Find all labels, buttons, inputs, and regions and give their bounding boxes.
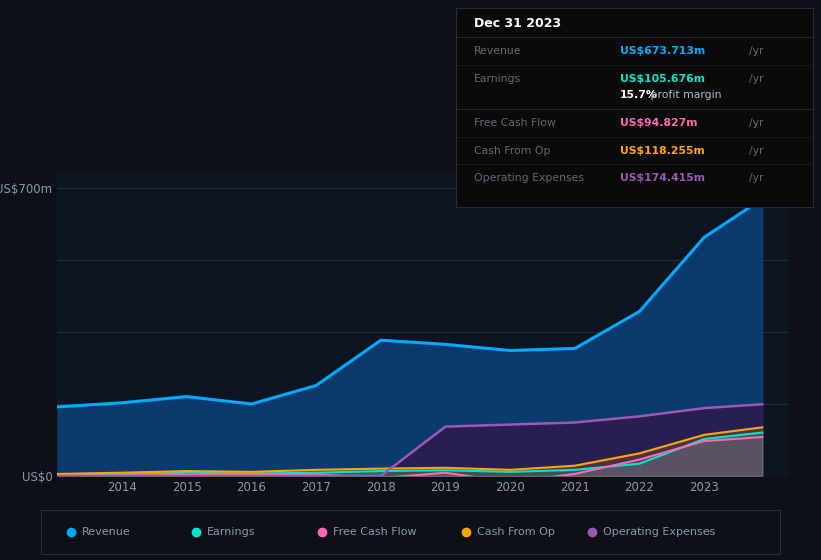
Text: /yr: /yr	[749, 74, 763, 84]
Text: Cash From Op: Cash From Op	[477, 527, 555, 537]
Text: /yr: /yr	[749, 146, 763, 156]
Text: US$118.255m: US$118.255m	[620, 146, 704, 156]
Text: profit margin: profit margin	[647, 90, 721, 100]
Text: 15.7%: 15.7%	[620, 90, 658, 100]
Text: Free Cash Flow: Free Cash Flow	[333, 527, 416, 537]
Text: /yr: /yr	[749, 118, 763, 128]
Text: Earnings: Earnings	[208, 527, 256, 537]
Text: Cash From Op: Cash From Op	[474, 146, 550, 156]
Text: /yr: /yr	[749, 46, 763, 56]
Text: Dec 31 2023: Dec 31 2023	[474, 17, 561, 30]
Text: Free Cash Flow: Free Cash Flow	[474, 118, 555, 128]
Text: US$673.713m: US$673.713m	[620, 46, 705, 56]
Text: Revenue: Revenue	[82, 527, 131, 537]
Text: US$174.415m: US$174.415m	[620, 174, 705, 183]
Text: Operating Expenses: Operating Expenses	[603, 527, 715, 537]
Text: US$94.827m: US$94.827m	[620, 118, 697, 128]
Text: Earnings: Earnings	[474, 74, 521, 84]
Text: Revenue: Revenue	[474, 46, 521, 56]
Text: Operating Expenses: Operating Expenses	[474, 174, 584, 183]
Text: US$105.676m: US$105.676m	[620, 74, 705, 84]
Text: /yr: /yr	[749, 174, 763, 183]
